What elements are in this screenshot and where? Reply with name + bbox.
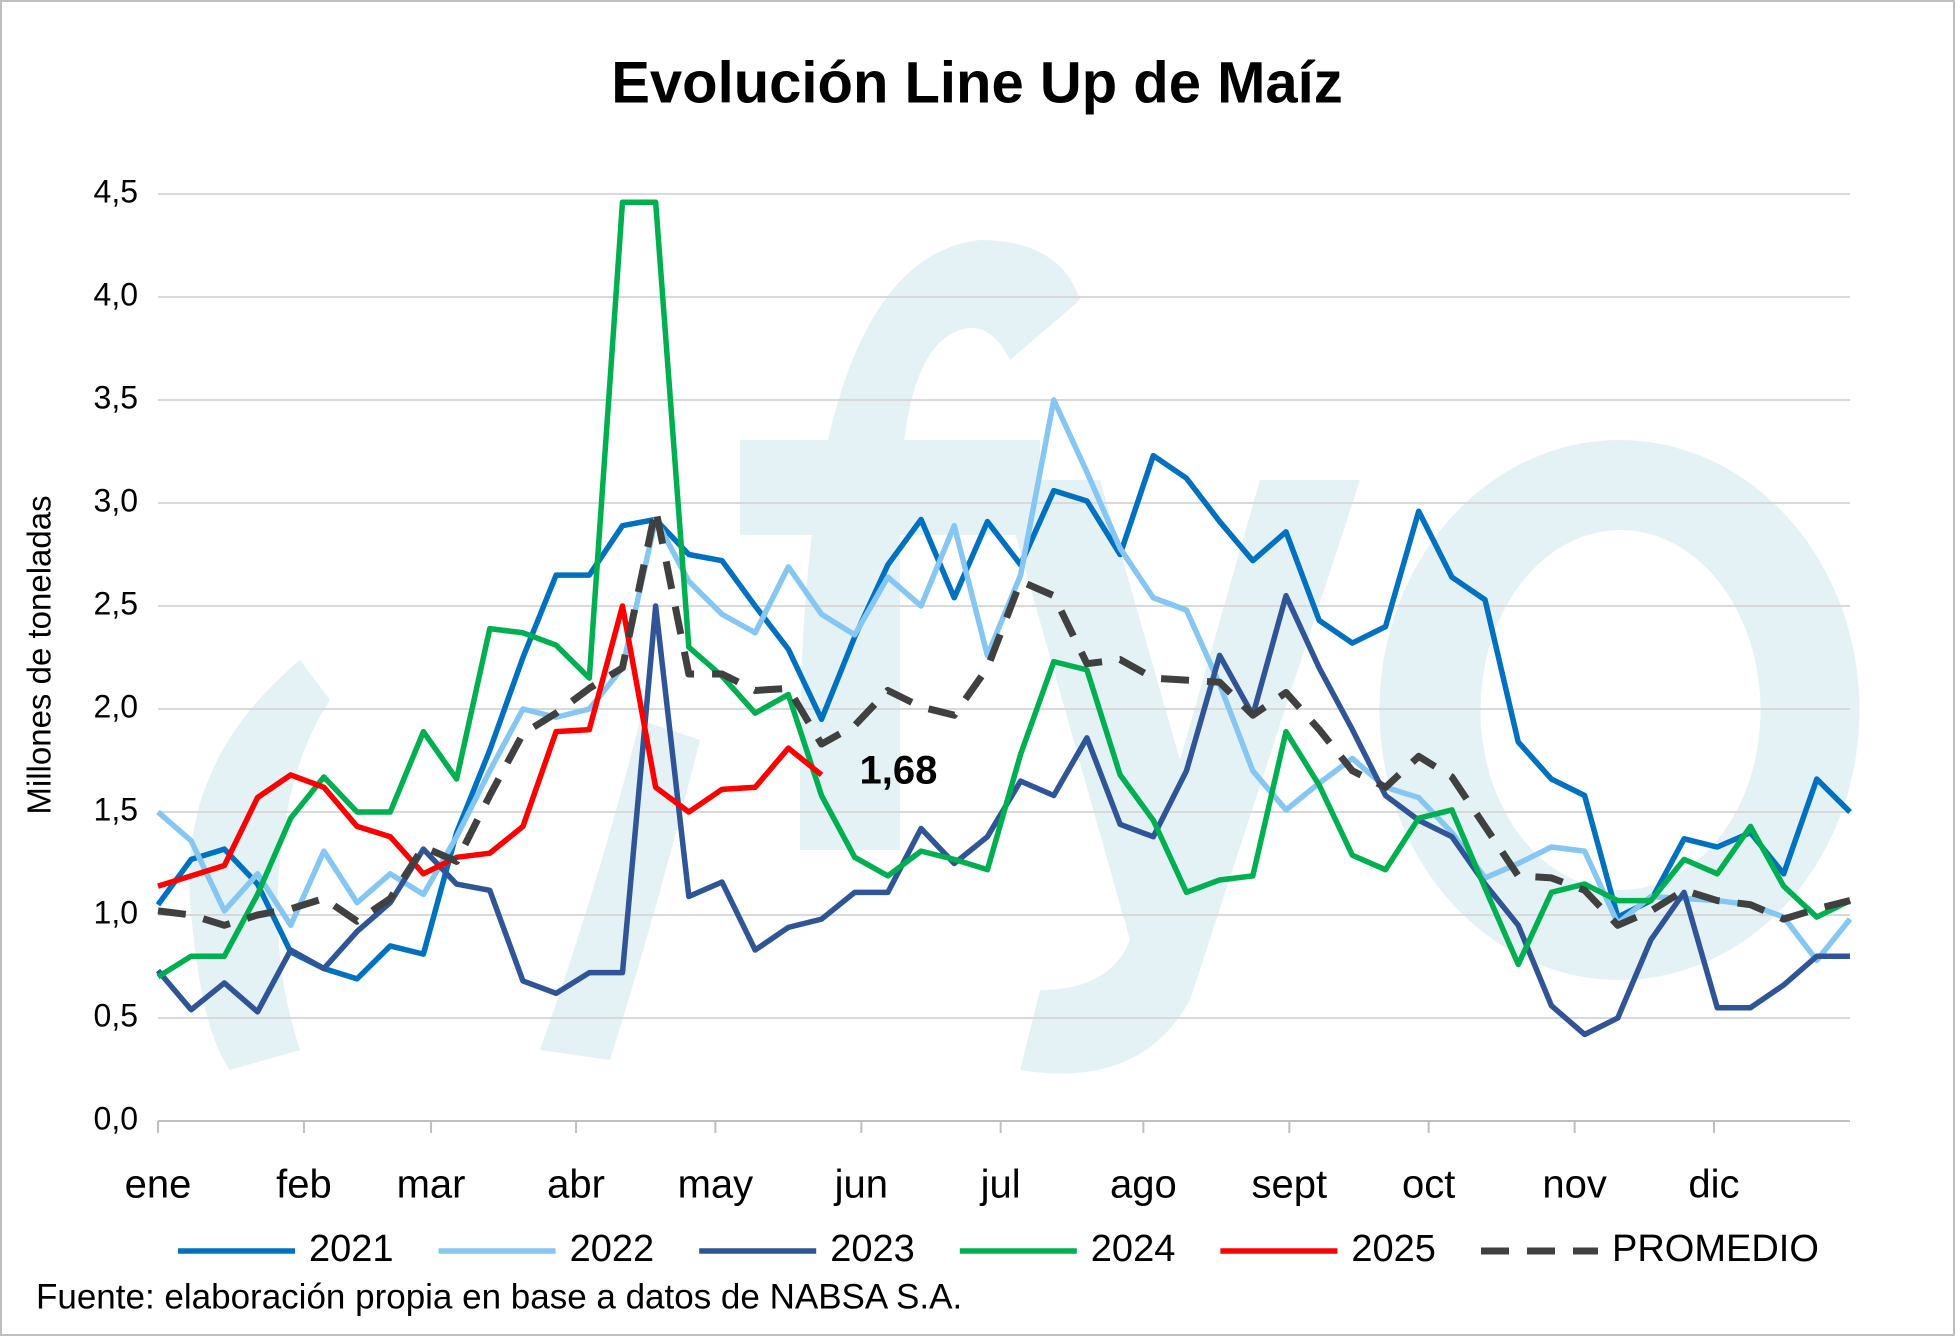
legend-label: PROMEDIO — [1612, 1228, 1819, 1270]
x-tick-label: jun — [834, 1163, 888, 1207]
y-tick-label: 1,0 — [94, 894, 138, 930]
legend-label: 2023 — [830, 1228, 915, 1270]
x-tick-label: sept — [1252, 1163, 1328, 1207]
x-tick-label: nov — [1542, 1163, 1607, 1207]
legend-label: 2024 — [1091, 1228, 1176, 1270]
x-tick-label: dic — [1688, 1163, 1739, 1207]
series-line — [155, 452, 1852, 982]
x-tick-label: ago — [1110, 1163, 1177, 1207]
x-tick-label: ene — [125, 1163, 192, 1207]
y-tick-label: 2,0 — [94, 688, 138, 724]
data-label: 1,68 — [860, 748, 938, 792]
y-axis-title: Millones de toneladas — [21, 495, 58, 814]
series-line — [157, 505, 1851, 929]
y-tick-label: 0,0 — [94, 1100, 138, 1136]
x-tick-label: mar — [397, 1163, 466, 1207]
series-line — [157, 603, 824, 889]
chart-title: Evolución Line Up de Maíz — [611, 50, 1343, 115]
x-tick-label: jul — [980, 1163, 1021, 1207]
source-note: Fuente: elaboración propia en base a dat… — [36, 1277, 962, 1316]
y-tick-label: 1,5 — [94, 791, 138, 827]
y-tick-label: 2,5 — [94, 585, 138, 621]
series-line — [156, 199, 1852, 980]
x-tick-label: oct — [1402, 1163, 1455, 1207]
y-tick-label: 3,0 — [94, 482, 138, 518]
x-tick-label: may — [678, 1163, 754, 1207]
legend-label: 2025 — [1351, 1228, 1436, 1270]
y-tick-label: 3,5 — [94, 379, 138, 415]
legend-label: 2022 — [570, 1228, 655, 1270]
x-tick-label: abr — [547, 1163, 605, 1207]
x-tick-label: feb — [276, 1163, 332, 1207]
y-tick-label: 4,5 — [94, 173, 138, 209]
y-tick-label: 4,0 — [94, 276, 138, 312]
y-tick-label: 0,5 — [94, 997, 138, 1033]
legend-label: 2021 — [309, 1228, 394, 1270]
